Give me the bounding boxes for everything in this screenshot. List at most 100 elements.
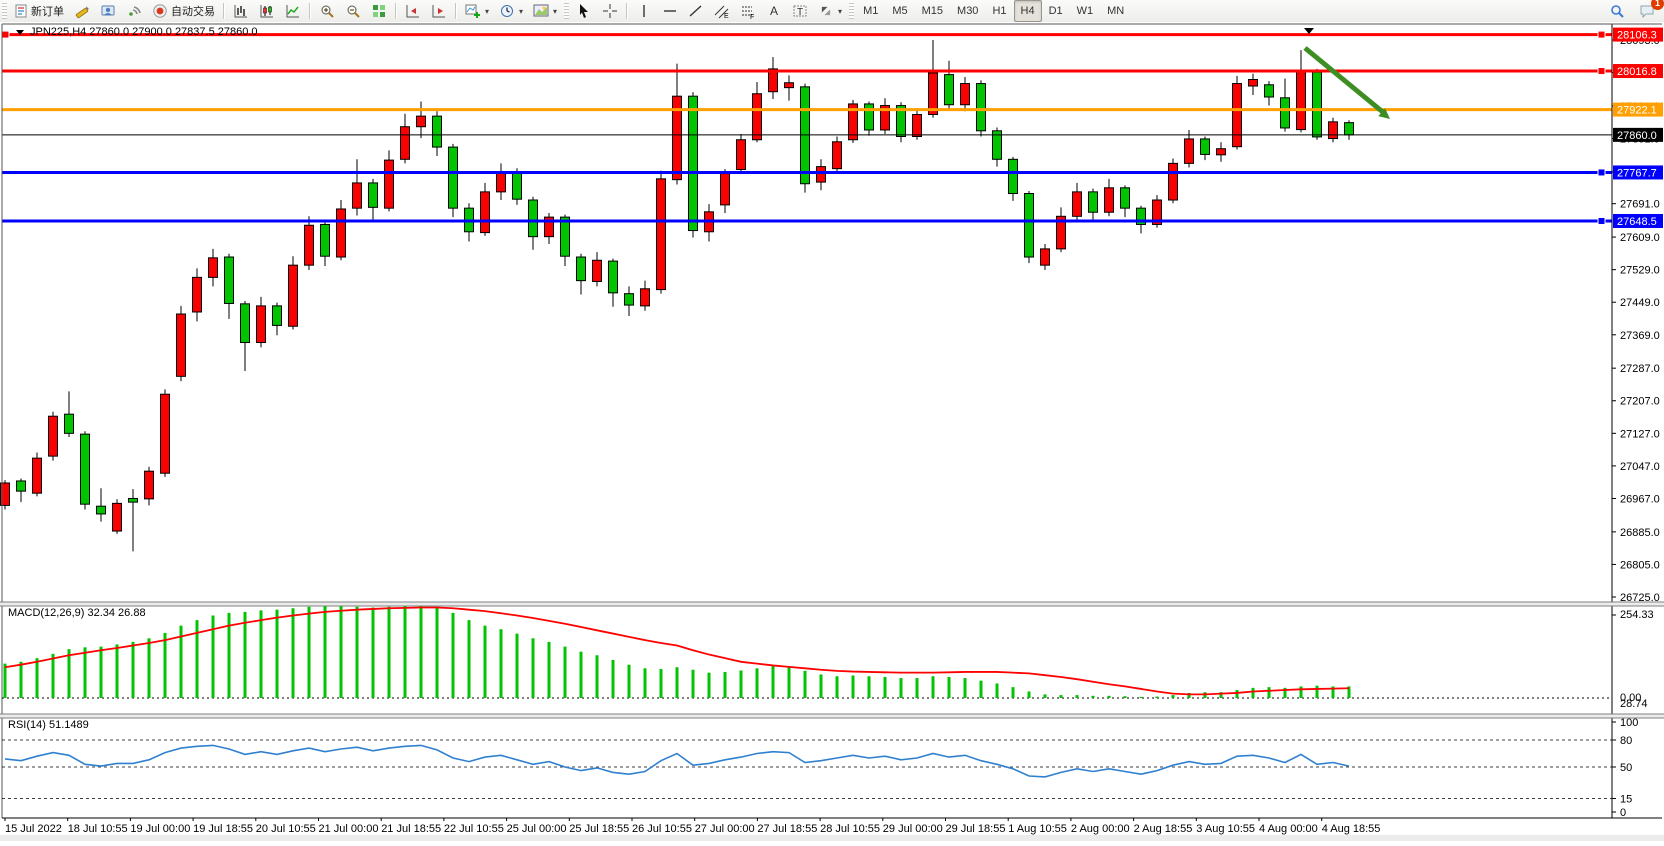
time-tick-label: 27 Jul 18:55 (757, 823, 817, 835)
chart-canvas: JPN225,H4 27860.0 27900.0 27837.5 27860.… (0, 22, 1664, 841)
candle (416, 101, 426, 139)
timeframe-button-h4[interactable]: H4 (1013, 0, 1042, 22)
channel-icon: E (714, 3, 730, 19)
candle (864, 101, 874, 136)
candle (832, 136, 842, 173)
timeframe-button-m1[interactable]: M1 (863, 5, 879, 17)
candle (240, 300, 250, 372)
bar-chart-button[interactable] (228, 0, 254, 22)
timeframe-button-w1[interactable]: W1 (1076, 5, 1094, 17)
candle (192, 268, 202, 322)
candle (1072, 182, 1082, 221)
tile-icon (371, 3, 387, 19)
chart-window: JPN225,H4 27860.0 27900.0 27837.5 27860.… (0, 22, 1664, 841)
autotrading-button-label: 自动交易 (171, 6, 215, 18)
periods-button[interactable]: ▾ (494, 0, 528, 22)
dropdown-caret-icon: ▾ (519, 6, 524, 16)
candle (1312, 68, 1322, 140)
label-tool-button[interactable]: T (787, 0, 813, 22)
price-tag-label: 28106.3 (1617, 30, 1657, 42)
zoom-out-button[interactable] (340, 0, 366, 22)
line-icon (285, 3, 301, 19)
candle (928, 40, 938, 118)
candle (1248, 73, 1258, 95)
label-icon: T (792, 3, 808, 19)
candle (1168, 158, 1178, 204)
notification-badge: 1 (1651, 0, 1664, 10)
candle (48, 411, 58, 461)
price-tick-label: 26885.0 (1620, 527, 1660, 539)
horizontal-line-tool-button[interactable] (657, 0, 683, 22)
vertical-line-tool-button[interactable] (631, 0, 657, 22)
candle (1104, 178, 1114, 217)
candlestick-chart-button[interactable] (254, 0, 280, 22)
price-tick-label: 26967.0 (1620, 493, 1660, 505)
time-tick-label: 2 Aug 18:55 (1134, 823, 1193, 835)
toolbar-grip (564, 3, 570, 19)
indicators-icon (465, 3, 481, 19)
time-tick-label: 29 Jul 18:55 (946, 823, 1006, 835)
panel-separator[interactable] (0, 602, 1664, 606)
candle (304, 216, 314, 271)
clock-icon (499, 3, 515, 19)
tester-icon (100, 3, 116, 19)
line-chart-button[interactable] (280, 0, 306, 22)
community-button[interactable]: 1 (1634, 0, 1664, 22)
trend-arrow-object[interactable] (1303, 46, 1386, 115)
candle (272, 302, 282, 336)
line-handle[interactable] (1597, 168, 1606, 177)
cursor-tool-button[interactable] (571, 0, 597, 22)
new-order-button[interactable]: 新订单 (9, 0, 69, 22)
candle (640, 280, 650, 311)
candle (784, 75, 794, 101)
auto-scroll-button[interactable] (426, 0, 452, 22)
symbol-dropdown-icon[interactable] (16, 30, 24, 35)
trend-arrow-head (1378, 108, 1390, 119)
crosshair-tool-button[interactable] (597, 0, 623, 22)
bars-icon (233, 3, 249, 19)
indicators-button[interactable]: ▾ (460, 0, 494, 22)
candle (736, 134, 746, 173)
line-handle[interactable] (1597, 30, 1606, 39)
timeframe-button-mn[interactable]: MN (1107, 5, 1125, 17)
macd-label: MACD(12,26,9) 32.34 26.88 (8, 607, 146, 619)
tile-windows-button[interactable] (366, 0, 392, 22)
time-tick-label: 19 Jul 00:00 (130, 823, 190, 835)
line-handle[interactable] (1597, 67, 1606, 76)
search-icon (1609, 3, 1625, 19)
candle (576, 253, 586, 295)
timeframe-button-m5[interactable]: M5 (892, 5, 908, 17)
fibonacci-icon: F (740, 3, 756, 19)
timeframe-button-h1[interactable]: H1 (992, 5, 1007, 17)
metaeditor-button[interactable] (69, 0, 95, 22)
price-tag-label: 27767.7 (1617, 167, 1657, 179)
vline-icon (636, 3, 652, 19)
time-tick-label: 1 Aug 10:55 (1008, 823, 1067, 835)
chart-shift-marker[interactable] (1304, 28, 1314, 34)
candle (32, 452, 42, 497)
rsi-axis-label: 80 (1620, 735, 1632, 747)
text-tool-button[interactable]: A (761, 0, 787, 22)
toolbar: 新订单 自动交易 ▾ ▾ ▾ E F A T ▾ M1 M5 M15 M30 H1 H4 D1 W1 MN 1 (0, 0, 1664, 23)
toolbar-separator (223, 3, 225, 19)
arrows-tool-button[interactable]: ▾ (813, 0, 847, 22)
candle (528, 196, 538, 250)
panel-separator[interactable] (0, 714, 1664, 718)
strategy-tester-button[interactable] (95, 0, 121, 22)
window-bottom-strip (0, 835, 1664, 841)
candle (1264, 81, 1274, 106)
fibonacci-tool-button[interactable]: F (735, 0, 761, 22)
timeframe-button-m15[interactable]: M15 (921, 5, 944, 17)
timeframe-button-d1[interactable]: D1 (1048, 5, 1063, 17)
channel-tool-button[interactable]: E (709, 0, 735, 22)
autotrading-button[interactable]: 自动交易 (147, 0, 220, 22)
zoom-in-button[interactable] (314, 0, 340, 22)
search-button[interactable] (1604, 0, 1630, 22)
chart-shift-button[interactable] (400, 0, 426, 22)
line-handle[interactable] (1, 30, 10, 39)
signals-button[interactable] (121, 0, 147, 22)
templates-button[interactable]: ▾ (528, 0, 562, 22)
timeframe-button-m30[interactable]: M30 (957, 5, 979, 17)
trendline-tool-button[interactable] (683, 0, 709, 22)
line-handle[interactable] (1597, 216, 1606, 225)
